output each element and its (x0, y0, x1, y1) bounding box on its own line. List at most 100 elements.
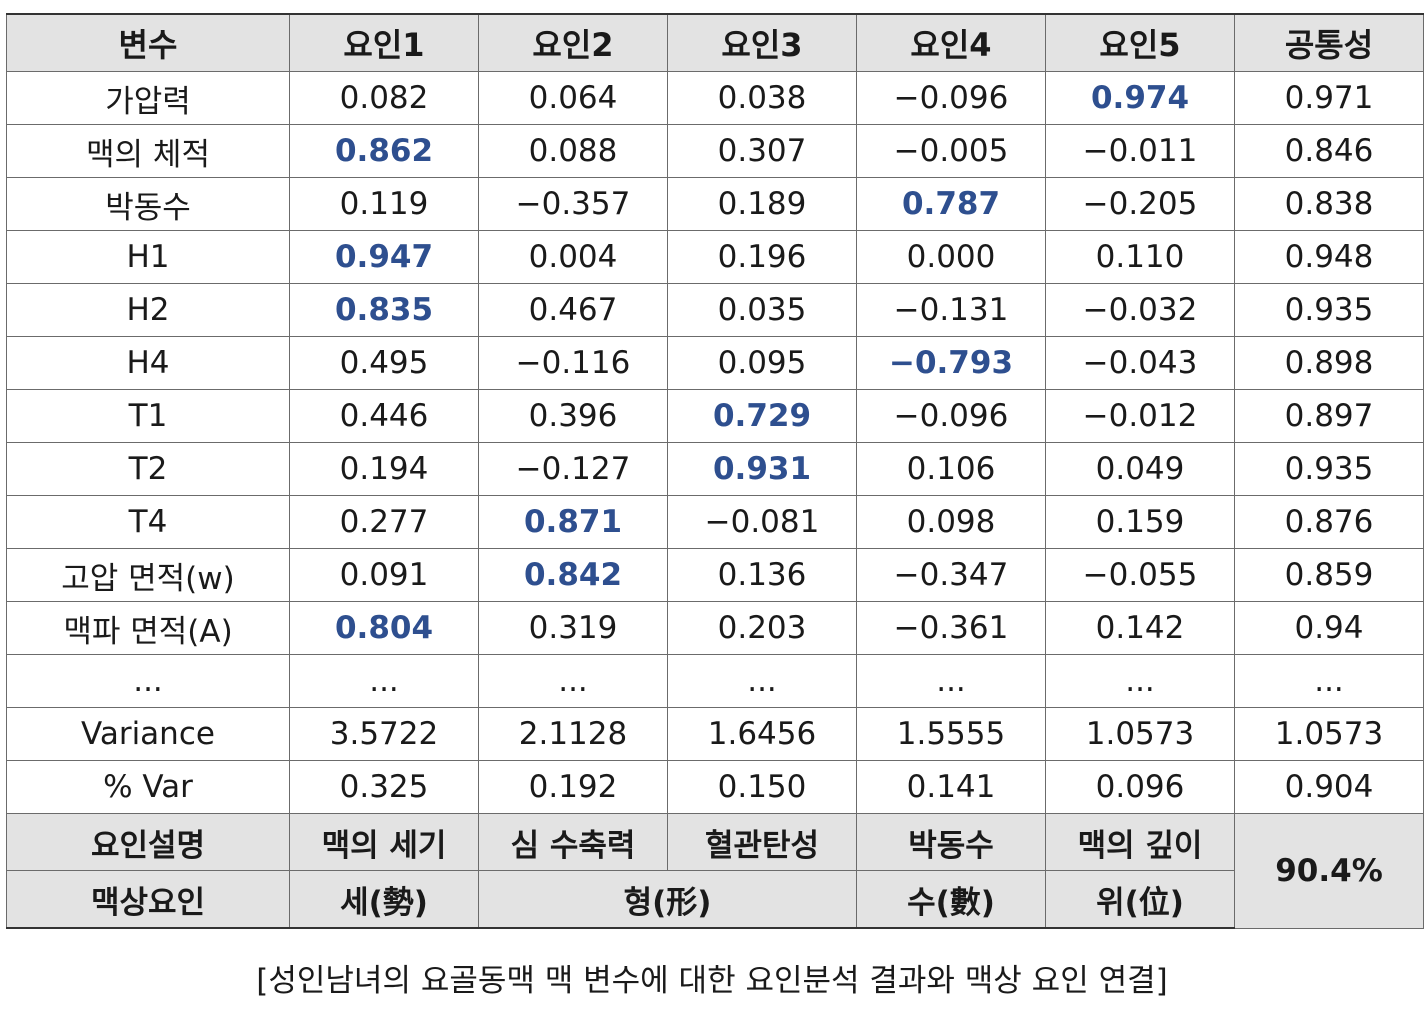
table-cell: 0.119 (289, 177, 479, 231)
table-cell: 1.6456 (667, 707, 857, 761)
table-cell: 0.106 (856, 442, 1046, 496)
table-cell: 0.095 (667, 336, 857, 390)
table-cell: 0.904 (1234, 760, 1424, 814)
table-cell: 0.935 (1234, 442, 1424, 496)
table-cell: ... (1045, 654, 1235, 708)
table-cell: −0.357 (478, 177, 668, 231)
table-cell: 2.1128 (478, 707, 668, 761)
row-label: H2 (6, 283, 290, 337)
row-label: T1 (6, 389, 290, 443)
table-cell: −0.011 (1045, 124, 1235, 178)
table-cell: 0.396 (478, 389, 668, 443)
table-cell: −0.205 (1045, 177, 1235, 231)
factor-description-cell: 혈관탄성 (667, 813, 857, 871)
row-label: 맥의 체적 (6, 124, 290, 178)
table-cell: 0.136 (667, 548, 857, 602)
table-cell: 0.846 (1234, 124, 1424, 178)
table-cell: −0.096 (856, 389, 1046, 443)
table-cell: 0.787 (856, 177, 1046, 231)
pulse-factor-4: 수(數) (856, 870, 1046, 929)
table-cell: 1.5555 (856, 707, 1046, 761)
table-cell: 0.859 (1234, 548, 1424, 602)
row-label: 가압력 (6, 71, 290, 125)
table-cell: 0.94 (1234, 601, 1424, 655)
table-cell: 0.082 (289, 71, 479, 125)
pulse-factor-5: 위(位) (1045, 870, 1235, 929)
table-cell: 0.495 (289, 336, 479, 390)
column-header: 요인2 (478, 13, 668, 72)
factor-description-cell: 맥의 깊이 (1045, 813, 1235, 871)
table-row: 맥파 면적(A) 0.804 0.319 0.203 −0.361 0.142 0.94 (6, 601, 1424, 655)
pulse-factor-row: 맥상요인 세(勢) 형(形) 수(數) 위(位) (6, 870, 1424, 929)
table-row: H4 0.495 −0.116 0.095 −0.793 −0.043 0.898 (6, 336, 1424, 390)
table-cell: ... (1234, 654, 1424, 708)
row-label: T4 (6, 495, 290, 549)
table-caption: [성인남녀의 요골동맥 맥 변수에 대한 요인분석 결과와 맥상 요인 연결] (256, 963, 1168, 999)
table-cell: 0.871 (478, 495, 668, 549)
table-cell: 0.319 (478, 601, 668, 655)
table-cell: −0.043 (1045, 336, 1235, 390)
pulse-factor-2-3: 형(形) (478, 870, 857, 929)
table-header: 변수 요인1 요인2 요인3 요인4 요인5 공통성 (6, 13, 1424, 72)
column-header: 변수 (6, 13, 290, 72)
table-cell: 0.876 (1234, 495, 1424, 549)
table-cell: 0.862 (289, 124, 479, 178)
table-footer: 요인설명 맥의 세기 심 수축력 혈관탄성 박동수 맥의 깊이 90.4% 맥상요인 세(勢… (6, 813, 1424, 929)
table-cell: 0.729 (667, 389, 857, 443)
table-cell: 0.064 (478, 71, 668, 125)
table-cell: 0.947 (289, 230, 479, 284)
table-cell: 0.971 (1234, 71, 1424, 125)
table-row: H1 0.947 0.004 0.196 0.000 0.110 0.948 (6, 230, 1424, 284)
table-cell: 0.049 (1045, 442, 1235, 496)
table-cell: −0.347 (856, 548, 1046, 602)
column-header: 요인3 (667, 13, 857, 72)
table-cell: 0.838 (1234, 177, 1424, 231)
row-label: 맥파 면적(A) (6, 601, 290, 655)
table-cell: 0.192 (478, 760, 668, 814)
table-cell: 0.842 (478, 548, 668, 602)
table-cell: −0.055 (1045, 548, 1235, 602)
table-cell: 0.159 (1045, 495, 1235, 549)
table-row: 가압력 0.082 0.064 0.038 −0.096 0.974 0.971 (6, 71, 1424, 125)
table-cell: 0.096 (1045, 760, 1235, 814)
table-body: 가압력 0.082 0.064 0.038 −0.096 0.974 0.971 맥의 체적 0… (6, 71, 1424, 814)
table-cell: 0.804 (289, 601, 479, 655)
table-cell: ... (667, 654, 857, 708)
factor-description-cell: 맥의 세기 (289, 813, 479, 871)
total-variance-cell: 90.4% (1234, 813, 1424, 929)
table-cell: 0.835 (289, 283, 479, 337)
column-header: 공통성 (1234, 13, 1424, 72)
table-cell: 0.898 (1234, 336, 1424, 390)
table-row: T4 0.277 0.871 −0.081 0.098 0.159 0.876 (6, 495, 1424, 549)
table-cell: −0.127 (478, 442, 668, 496)
pulse-factor-label: 맥상요인 (6, 870, 290, 929)
table-row: 고압 면적(w) 0.091 0.842 0.136 −0.347 −0.055 0.859 (6, 548, 1424, 602)
row-label: 고압 면적(w) (6, 548, 290, 602)
table-cell: −0.131 (856, 283, 1046, 337)
table-cell: 0.446 (289, 389, 479, 443)
row-label: 박동수 (6, 177, 290, 231)
table-row: H2 0.835 0.467 0.035 −0.131 −0.032 0.935 (6, 283, 1424, 337)
table-cell: −0.361 (856, 601, 1046, 655)
table-cell: 0.325 (289, 760, 479, 814)
table-row: ..................... (6, 654, 1424, 708)
row-label: ... (6, 654, 290, 708)
table-cell: 0.150 (667, 760, 857, 814)
table-cell: 0.948 (1234, 230, 1424, 284)
table-cell: 0.931 (667, 442, 857, 496)
factor-description-row: 요인설명 맥의 세기 심 수축력 혈관탄성 박동수 맥의 깊이 90.4% (6, 813, 1424, 929)
factor-analysis-table-container: 변수 요인1 요인2 요인3 요인4 요인5 공통성 가압력 0.082 0.064 0.038−… (6, 13, 1424, 929)
table-cell: 0.091 (289, 548, 479, 602)
column-header: 요인1 (289, 13, 479, 72)
table-cell: 0.196 (667, 230, 857, 284)
table-cell: −0.032 (1045, 283, 1235, 337)
table-cell: 0.194 (289, 442, 479, 496)
table-cell: −0.005 (856, 124, 1046, 178)
table-cell: 0.035 (667, 283, 857, 337)
table-cell: −0.116 (478, 336, 668, 390)
factor-description-cell: 심 수축력 (478, 813, 668, 871)
table-cell: 0.141 (856, 760, 1046, 814)
table-cell: 0.307 (667, 124, 857, 178)
factor-analysis-table: 변수 요인1 요인2 요인3 요인4 요인5 공통성 가압력 0.082 0.064 0.038−… (6, 13, 1424, 929)
table-cell: ... (856, 654, 1046, 708)
